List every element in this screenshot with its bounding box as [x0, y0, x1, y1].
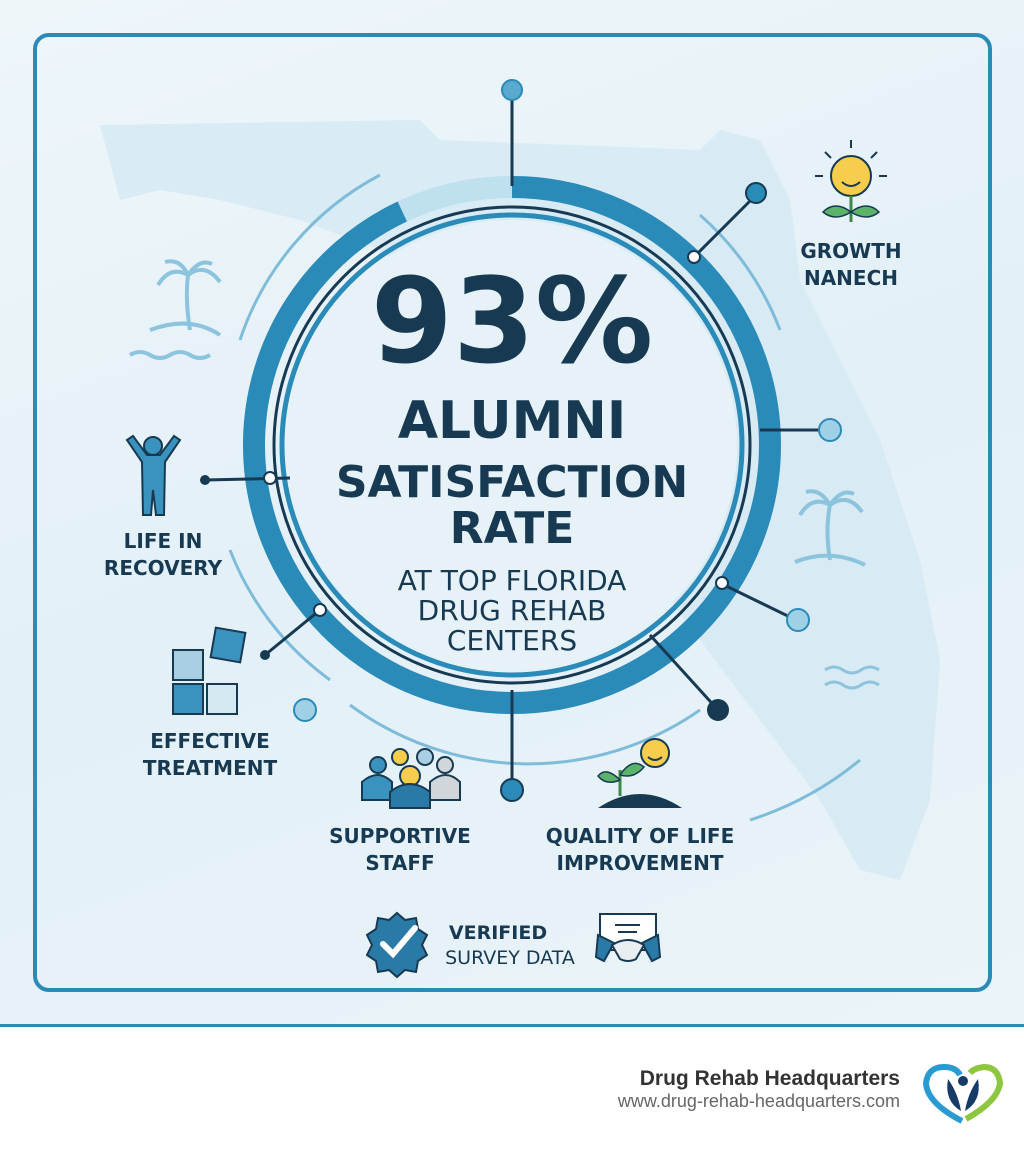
heart-person-leaves-logo — [922, 1063, 1004, 1124]
waves-icon — [824, 665, 880, 690]
verified-label-line1: VERIFIED — [449, 922, 547, 944]
percent-value: 93% — [371, 252, 653, 390]
infographic: 93% ALUMNI SATISFACTION RATE AT TOP FLOR… — [0, 0, 1024, 1026]
frame — [33, 33, 992, 992]
growth-label-line2: NANECH — [804, 266, 898, 290]
brand-url[interactable]: www.drug-rehab-headquarters.com — [617, 1091, 900, 1111]
treatment-label-line1: EFFECTIVE — [150, 729, 270, 753]
staff-label-line1: SUPPORTIVE — [329, 824, 471, 848]
headline-line3: RATE — [450, 503, 575, 554]
sprout-sun-icon — [597, 738, 682, 808]
connector-dots — [200, 79, 842, 802]
brand-name: Drug Rehab Headquarters — [639, 1067, 900, 1090]
subtitle-line2: DRUG REHAB — [418, 594, 607, 627]
treatment-label-line2: TREATMENT — [143, 756, 278, 780]
subtitle-line3: CENTERS — [447, 624, 577, 657]
staff-label-line2: STAFF — [365, 851, 434, 875]
quality-label-line1: QUALITY OF LIFE — [546, 824, 735, 848]
verified-label-line2: SURVEY DATA — [445, 947, 575, 969]
ring-inner-line-2 — [279, 212, 745, 678]
palm-tree-icon — [794, 489, 866, 567]
smiling-sun-flower-icon — [815, 140, 887, 222]
divider — [0, 1024, 1024, 1027]
growth-label-line1: GROWTH — [800, 239, 901, 263]
quality-label-line2: IMPROVEMENT — [557, 851, 724, 875]
puzzle-icon — [172, 626, 247, 715]
recovery-label-line2: RECOVERY — [104, 556, 223, 580]
group-people-icon — [361, 748, 461, 809]
person-arms-raised-icon — [125, 434, 182, 516]
ring-inner-line — [272, 205, 752, 685]
recovery-label-line1: LIFE IN — [124, 529, 203, 553]
subtitle-line1: AT TOP FLORIDA — [398, 564, 627, 597]
footer: Drug Rehab Headquarters www.drug-rehab-h… — [0, 1027, 1024, 1154]
verified-badge-icon — [365, 911, 429, 979]
headline-line2: SATISFACTION — [336, 457, 688, 508]
decorative-arcs — [228, 173, 861, 822]
handshake-certificate-icon — [594, 913, 662, 963]
palm-tree-icon — [128, 259, 222, 360]
ring-inner-glow — [287, 220, 737, 670]
headline-line1: ALUMNI — [398, 391, 626, 451]
